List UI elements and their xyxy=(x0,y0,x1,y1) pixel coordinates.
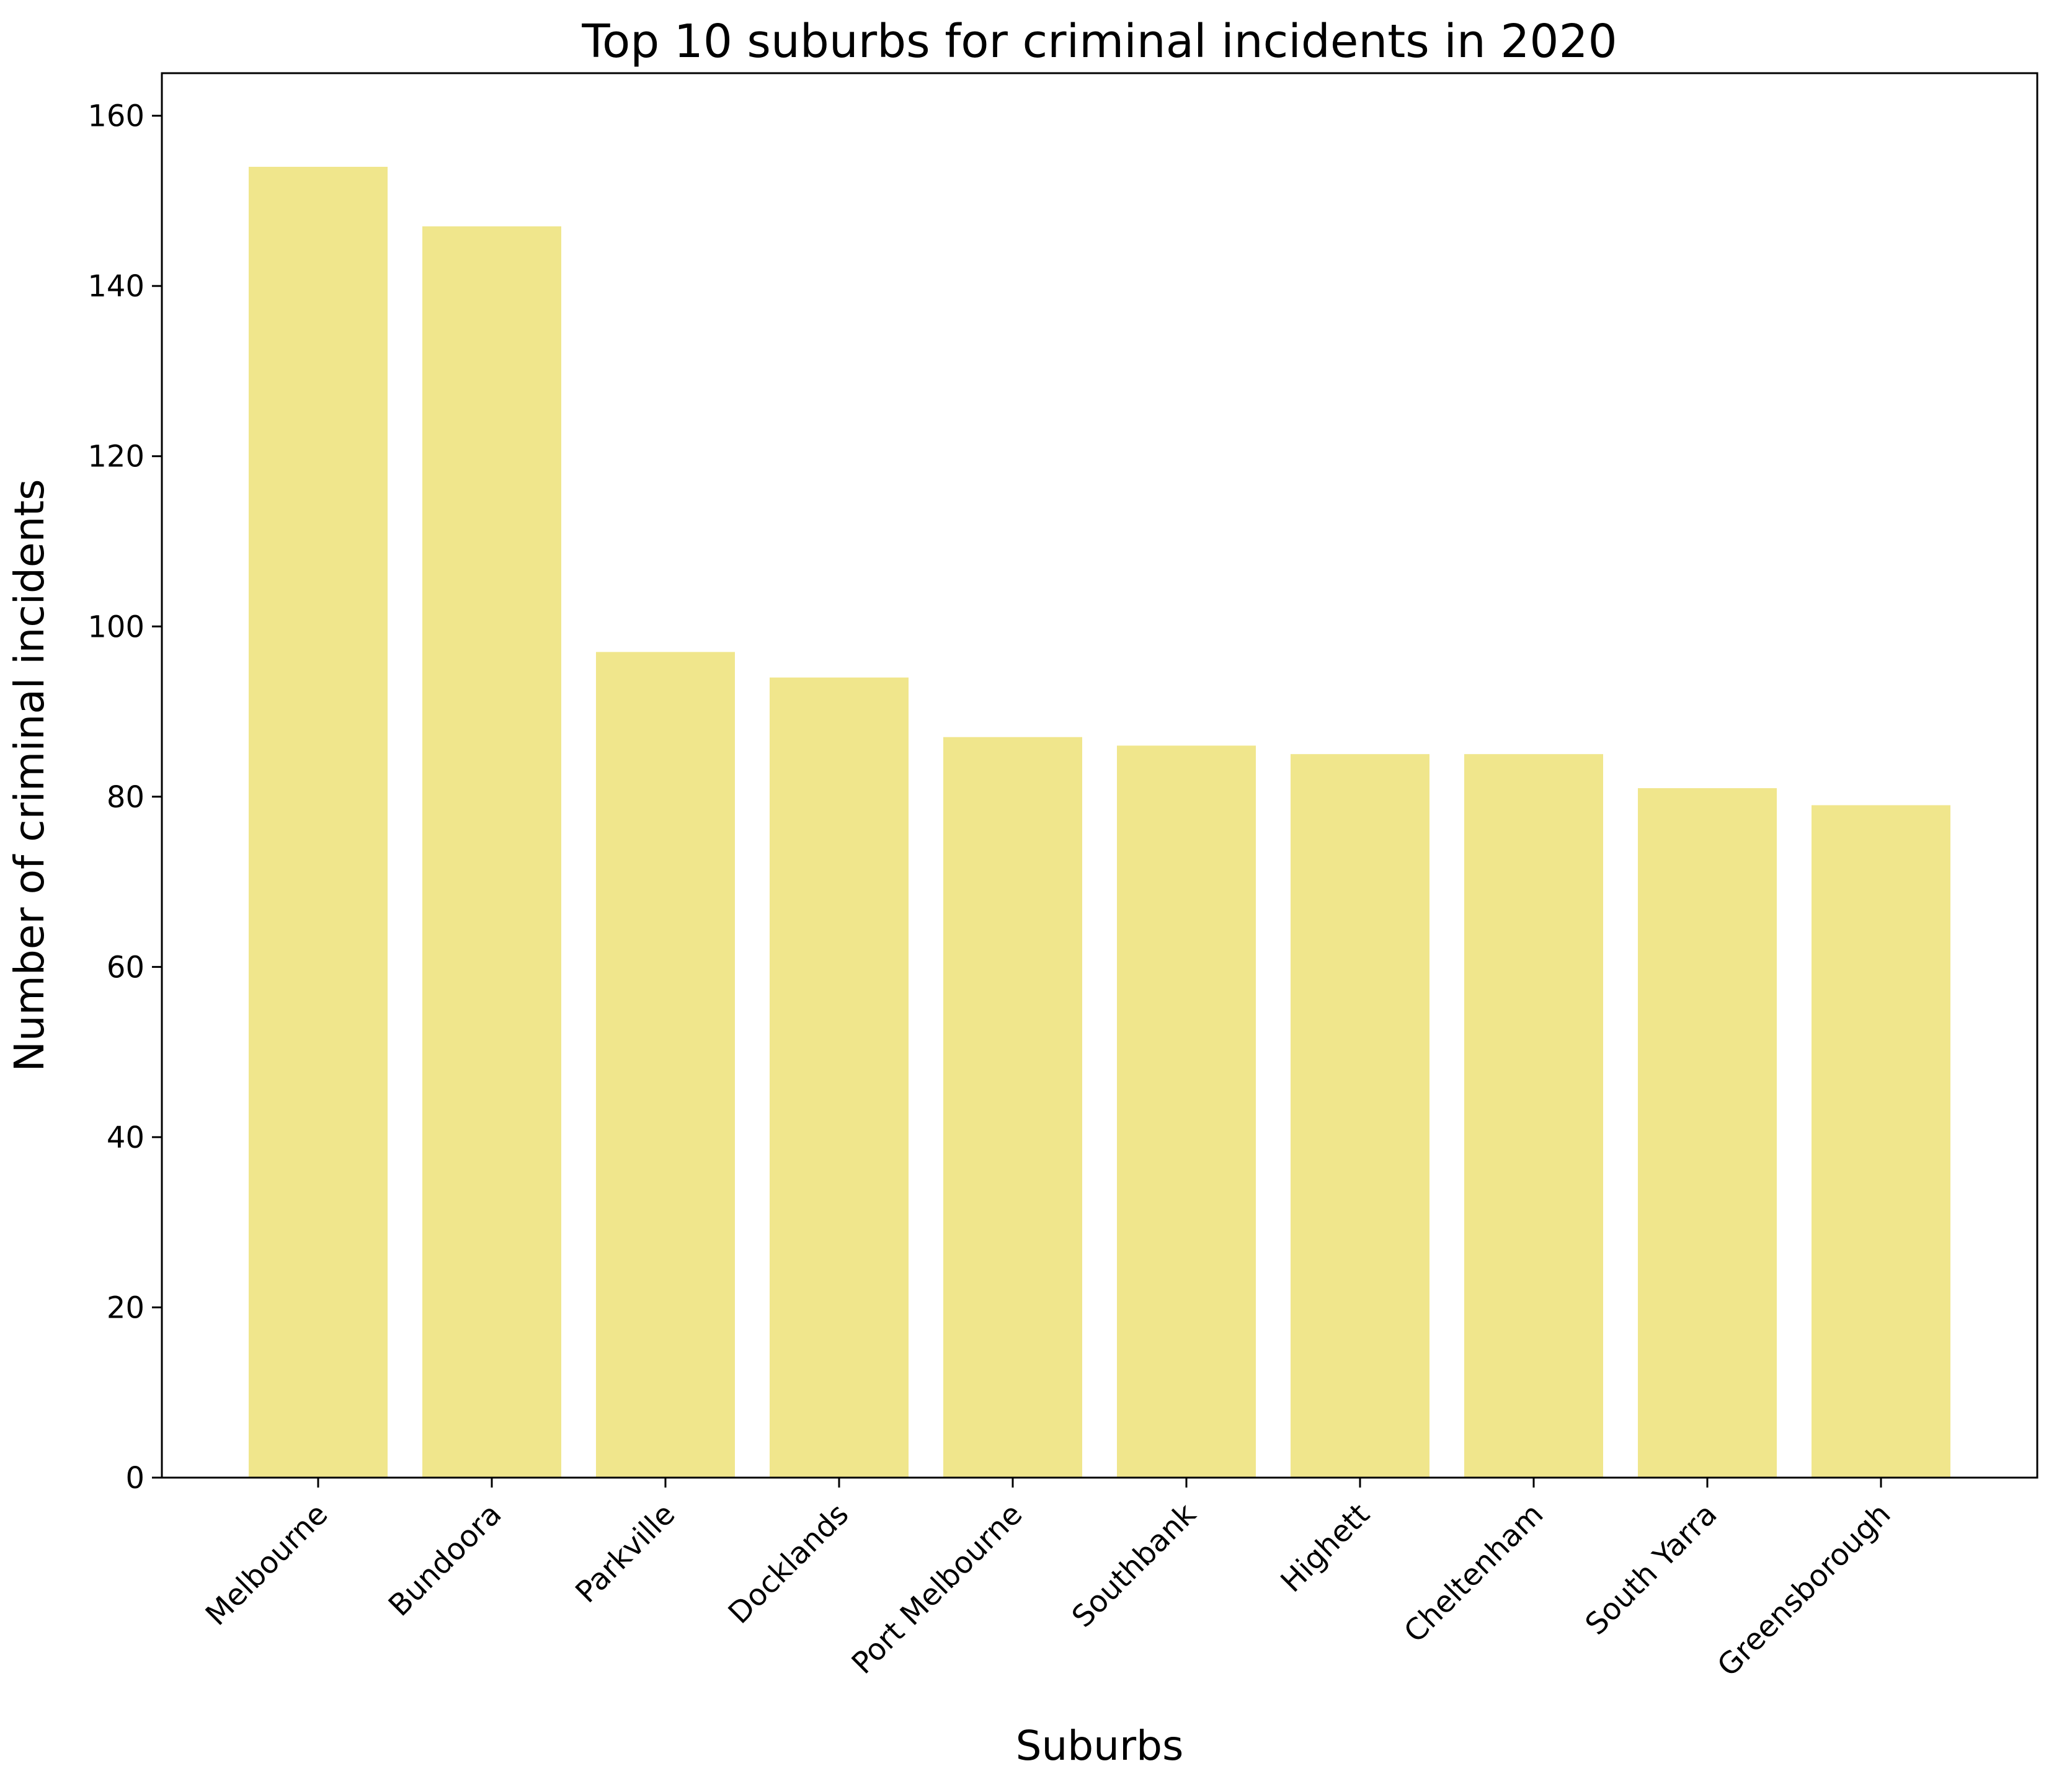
bar-cheltenham xyxy=(1464,754,1603,1478)
y-tick-label: 40 xyxy=(107,1120,144,1155)
y-tick-label: 60 xyxy=(107,950,144,985)
x-tick-label: Highett xyxy=(1274,1497,1376,1599)
y-tick-label: 100 xyxy=(87,610,144,644)
x-tick-label: Parkville xyxy=(569,1497,682,1610)
x-tick-label: South Yarra xyxy=(1578,1497,1723,1642)
chart-title: Top 10 suburbs for criminal incidents in… xyxy=(581,15,1617,68)
bar-parkville xyxy=(596,652,735,1478)
bar-docklands xyxy=(770,677,909,1478)
bar-highett xyxy=(1291,754,1429,1478)
y-tick-label: 120 xyxy=(87,440,144,474)
x-axis-label: Suburbs xyxy=(1016,1722,1184,1770)
bar-melbourne xyxy=(249,167,388,1478)
x-tick-label: Greensborough xyxy=(1711,1497,1898,1683)
bar-port-melbourne xyxy=(943,737,1082,1478)
y-axis-label: Number of criminal incidents xyxy=(6,479,53,1071)
plot-frame xyxy=(161,72,2038,1479)
bars-layer xyxy=(249,167,1950,1478)
x-axis-ticks: Melbourne Bundoora Parkville DocklandsPort … xyxy=(199,1478,1898,1683)
bar-greensborough xyxy=(1812,805,1950,1478)
x-tick-label: Melbourne xyxy=(199,1497,335,1633)
bar-southbank xyxy=(1117,745,1256,1478)
y-axis-ticks: 0 20 40 60 80 100 120 140 160 xyxy=(87,99,162,1496)
y-tick-label: 20 xyxy=(107,1290,144,1325)
y-tick-label: 80 xyxy=(107,780,144,815)
x-tick-label: Cheltenham xyxy=(1397,1497,1550,1649)
bar-south-yarra xyxy=(1638,788,1777,1478)
y-tick-label: 0 xyxy=(125,1461,144,1496)
y-tick-label: 140 xyxy=(87,269,144,304)
x-tick-label: Bundoora xyxy=(382,1497,509,1623)
x-tick-label: Port Melbourne xyxy=(845,1497,1029,1681)
x-tick-label: Docklands xyxy=(722,1497,856,1631)
bar-bundoora xyxy=(422,226,561,1478)
x-tick-label: Southbank xyxy=(1065,1497,1203,1635)
y-tick-label: 160 xyxy=(87,99,144,134)
